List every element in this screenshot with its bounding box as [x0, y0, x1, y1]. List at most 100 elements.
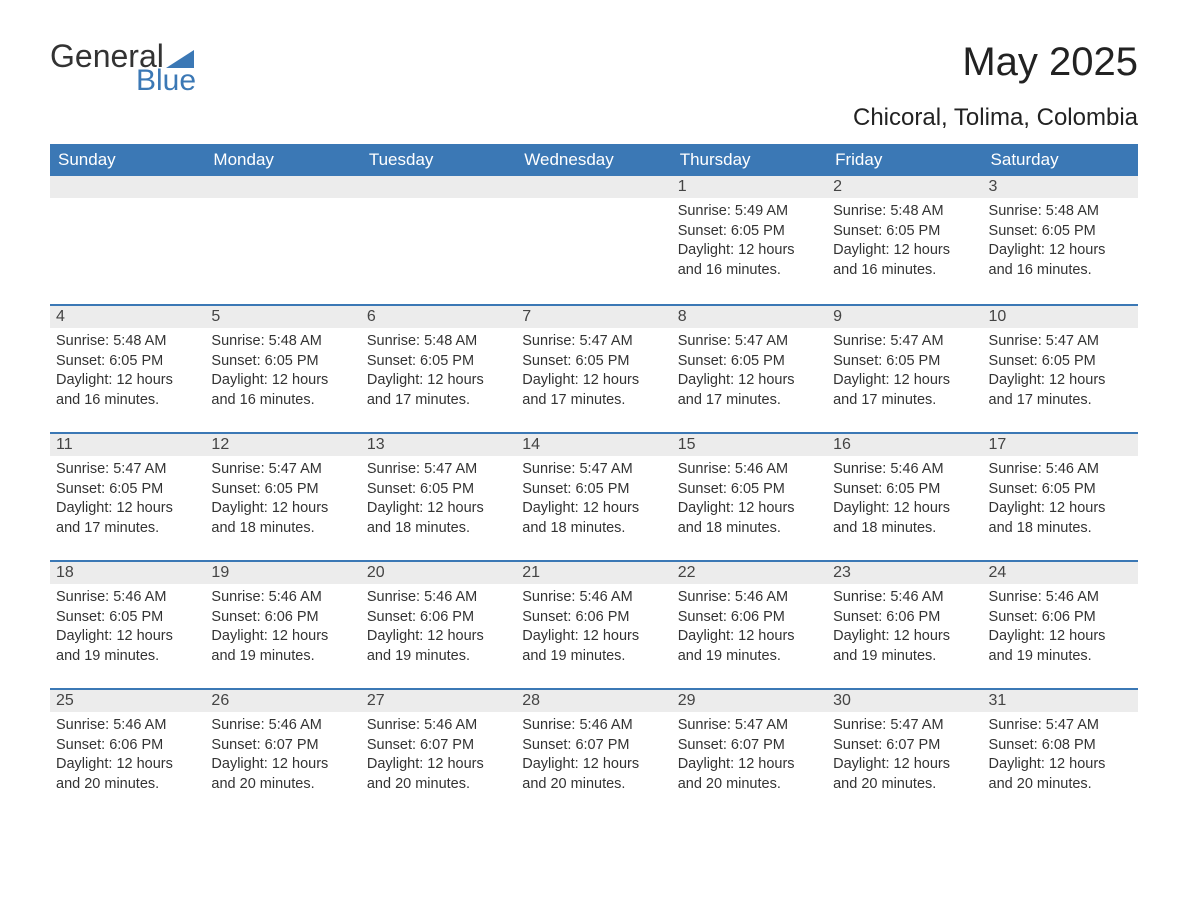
sunrise-line: Sunrise: 5:46 AM — [56, 588, 199, 608]
day-body: Sunrise: 5:46 AMSunset: 6:06 PMDaylight:… — [983, 584, 1138, 670]
day-body: Sunrise: 5:46 AMSunset: 6:06 PMDaylight:… — [361, 584, 516, 670]
logo-text-blue: Blue — [136, 66, 196, 96]
calendar-cell: 17Sunrise: 5:46 AMSunset: 6:05 PMDayligh… — [983, 432, 1138, 560]
calendar-cell — [50, 176, 205, 304]
calendar-cell: 1Sunrise: 5:49 AMSunset: 6:05 PMDaylight… — [672, 176, 827, 304]
daylight-line: Daylight: 12 hours and 20 minutes. — [833, 755, 976, 794]
day-number-bar: 5 — [205, 304, 360, 328]
calendar-cell — [361, 176, 516, 304]
sunset-line: Sunset: 6:06 PM — [367, 608, 510, 628]
calendar-cell: 2Sunrise: 5:48 AMSunset: 6:05 PMDaylight… — [827, 176, 982, 304]
day-body: Sunrise: 5:47 AMSunset: 6:05 PMDaylight:… — [672, 328, 827, 414]
daylight-line: Daylight: 12 hours and 16 minutes. — [678, 241, 821, 280]
daylight-line: Daylight: 12 hours and 17 minutes. — [367, 371, 510, 410]
sunrise-line: Sunrise: 5:46 AM — [833, 460, 976, 480]
day-number-bar: 28 — [516, 688, 671, 712]
day-body: Sunrise: 5:49 AMSunset: 6:05 PMDaylight:… — [672, 198, 827, 284]
calendar-cell: 22Sunrise: 5:46 AMSunset: 6:06 PMDayligh… — [672, 560, 827, 688]
calendar-cell: 12Sunrise: 5:47 AMSunset: 6:05 PMDayligh… — [205, 432, 360, 560]
day-body: Sunrise: 5:46 AMSunset: 6:07 PMDaylight:… — [516, 712, 671, 798]
day-number-bar-empty — [361, 176, 516, 198]
daylight-line: Daylight: 12 hours and 20 minutes. — [56, 755, 199, 794]
day-number-bar: 16 — [827, 432, 982, 456]
sunset-line: Sunset: 6:08 PM — [989, 736, 1132, 756]
day-body: Sunrise: 5:47 AMSunset: 6:05 PMDaylight:… — [205, 456, 360, 542]
sunrise-line: Sunrise: 5:47 AM — [367, 460, 510, 480]
day-number-bar-empty — [50, 176, 205, 198]
day-number-bar: 27 — [361, 688, 516, 712]
sunrise-line: Sunrise: 5:47 AM — [989, 716, 1132, 736]
sunrise-line: Sunrise: 5:46 AM — [833, 588, 976, 608]
calendar-cell: 29Sunrise: 5:47 AMSunset: 6:07 PMDayligh… — [672, 688, 827, 816]
sunset-line: Sunset: 6:05 PM — [522, 480, 665, 500]
calendar-row: 11Sunrise: 5:47 AMSunset: 6:05 PMDayligh… — [50, 432, 1138, 560]
calendar-cell: 20Sunrise: 5:46 AMSunset: 6:06 PMDayligh… — [361, 560, 516, 688]
daylight-line: Daylight: 12 hours and 18 minutes. — [522, 499, 665, 538]
sunset-line: Sunset: 6:07 PM — [522, 736, 665, 756]
daylight-line: Daylight: 12 hours and 20 minutes. — [522, 755, 665, 794]
sunset-line: Sunset: 6:05 PM — [522, 352, 665, 372]
calendar-cell: 16Sunrise: 5:46 AMSunset: 6:05 PMDayligh… — [827, 432, 982, 560]
sunrise-line: Sunrise: 5:47 AM — [989, 332, 1132, 352]
day-body: Sunrise: 5:47 AMSunset: 6:05 PMDaylight:… — [827, 328, 982, 414]
sunrise-line: Sunrise: 5:47 AM — [211, 460, 354, 480]
sunset-line: Sunset: 6:05 PM — [56, 480, 199, 500]
day-body: Sunrise: 5:46 AMSunset: 6:05 PMDaylight:… — [827, 456, 982, 542]
day-number-bar: 25 — [50, 688, 205, 712]
sunset-line: Sunset: 6:05 PM — [211, 352, 354, 372]
calendar-cell: 13Sunrise: 5:47 AMSunset: 6:05 PMDayligh… — [361, 432, 516, 560]
daylight-line: Daylight: 12 hours and 17 minutes. — [989, 371, 1132, 410]
weekday-header-row: SundayMondayTuesdayWednesdayThursdayFrid… — [50, 144, 1138, 176]
day-number-bar: 2 — [827, 176, 982, 198]
calendar-cell: 4Sunrise: 5:48 AMSunset: 6:05 PMDaylight… — [50, 304, 205, 432]
calendar-cell — [516, 176, 671, 304]
day-number-bar-empty — [205, 176, 360, 198]
day-number-bar: 21 — [516, 560, 671, 584]
day-number-bar: 4 — [50, 304, 205, 328]
calendar-row: 25Sunrise: 5:46 AMSunset: 6:06 PMDayligh… — [50, 688, 1138, 816]
day-body: Sunrise: 5:47 AMSunset: 6:05 PMDaylight:… — [361, 456, 516, 542]
sunset-line: Sunset: 6:07 PM — [833, 736, 976, 756]
day-number-bar: 10 — [983, 304, 1138, 328]
day-body: Sunrise: 5:47 AMSunset: 6:07 PMDaylight:… — [827, 712, 982, 798]
sunrise-line: Sunrise: 5:46 AM — [989, 588, 1132, 608]
sunset-line: Sunset: 6:06 PM — [211, 608, 354, 628]
day-number-bar: 14 — [516, 432, 671, 456]
daylight-line: Daylight: 12 hours and 19 minutes. — [367, 627, 510, 666]
sunset-line: Sunset: 6:05 PM — [56, 608, 199, 628]
day-body: Sunrise: 5:46 AMSunset: 6:05 PMDaylight:… — [983, 456, 1138, 542]
sunset-line: Sunset: 6:06 PM — [56, 736, 199, 756]
daylight-line: Daylight: 12 hours and 20 minutes. — [211, 755, 354, 794]
calendar-row: 4Sunrise: 5:48 AMSunset: 6:05 PMDaylight… — [50, 304, 1138, 432]
sunrise-line: Sunrise: 5:46 AM — [989, 460, 1132, 480]
daylight-line: Daylight: 12 hours and 16 minutes. — [989, 241, 1132, 280]
day-number-bar: 31 — [983, 688, 1138, 712]
calendar-cell: 18Sunrise: 5:46 AMSunset: 6:05 PMDayligh… — [50, 560, 205, 688]
sunset-line: Sunset: 6:05 PM — [678, 222, 821, 242]
sunrise-line: Sunrise: 5:48 AM — [833, 202, 976, 222]
calendar-cell — [205, 176, 360, 304]
sunset-line: Sunset: 6:05 PM — [678, 480, 821, 500]
daylight-line: Daylight: 12 hours and 17 minutes. — [522, 371, 665, 410]
sunset-line: Sunset: 6:06 PM — [678, 608, 821, 628]
daylight-line: Daylight: 12 hours and 19 minutes. — [989, 627, 1132, 666]
calendar-cell: 25Sunrise: 5:46 AMSunset: 6:06 PMDayligh… — [50, 688, 205, 816]
day-number-bar: 13 — [361, 432, 516, 456]
sunset-line: Sunset: 6:06 PM — [522, 608, 665, 628]
calendar-cell: 3Sunrise: 5:48 AMSunset: 6:05 PMDaylight… — [983, 176, 1138, 304]
daylight-line: Daylight: 12 hours and 17 minutes. — [833, 371, 976, 410]
day-number-bar: 26 — [205, 688, 360, 712]
daylight-line: Daylight: 12 hours and 17 minutes. — [56, 499, 199, 538]
calendar-table: SundayMondayTuesdayWednesdayThursdayFrid… — [50, 144, 1138, 816]
day-number-bar: 11 — [50, 432, 205, 456]
day-number-bar: 20 — [361, 560, 516, 584]
daylight-line: Daylight: 12 hours and 19 minutes. — [678, 627, 821, 666]
day-body: Sunrise: 5:47 AMSunset: 6:05 PMDaylight:… — [50, 456, 205, 542]
sunset-line: Sunset: 6:05 PM — [211, 480, 354, 500]
sunrise-line: Sunrise: 5:46 AM — [522, 588, 665, 608]
sunset-line: Sunset: 6:05 PM — [56, 352, 199, 372]
day-body: Sunrise: 5:46 AMSunset: 6:05 PMDaylight:… — [50, 584, 205, 670]
sunset-line: Sunset: 6:05 PM — [367, 480, 510, 500]
day-body: Sunrise: 5:46 AMSunset: 6:05 PMDaylight:… — [672, 456, 827, 542]
day-body: Sunrise: 5:47 AMSunset: 6:05 PMDaylight:… — [516, 456, 671, 542]
